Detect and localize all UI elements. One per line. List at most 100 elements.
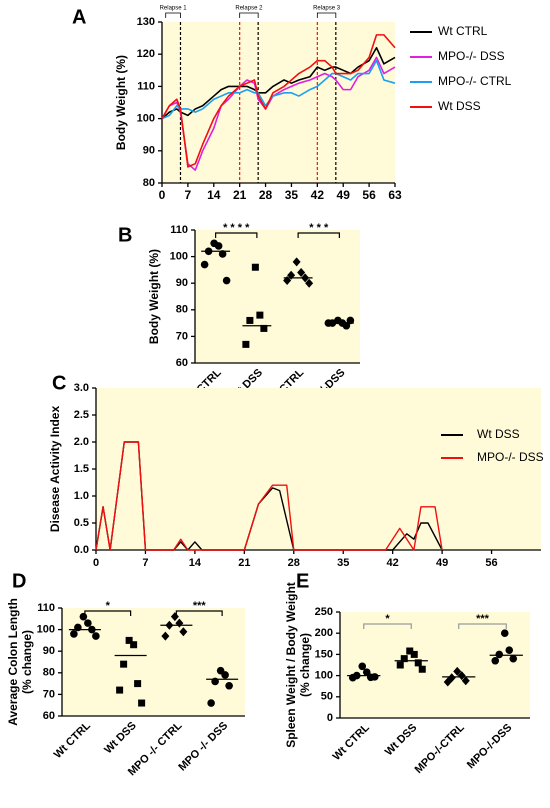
legend-label: MPO-/- DSS	[477, 450, 544, 464]
y-tick-label: 200	[315, 627, 333, 639]
x-tick-label: Wt DSS	[383, 722, 420, 759]
series-line	[95, 441, 443, 551]
y-tick-label: 2.5	[74, 409, 89, 421]
data-point	[138, 699, 146, 707]
x-tick-label: 21	[233, 188, 247, 202]
data-point	[406, 647, 414, 655]
x-tick-label: 42	[311, 188, 325, 202]
data-point	[400, 655, 408, 663]
x-tick-label: 0	[93, 557, 99, 569]
y-axis-label: Average Colon Length	[6, 598, 20, 726]
legend-label: Wt CTRL	[438, 24, 488, 38]
y-tick-label: 80	[143, 177, 155, 189]
data-point	[221, 671, 229, 679]
panel-letter: A	[72, 6, 86, 28]
x-tick-label: 42	[387, 557, 399, 569]
data-point	[134, 680, 142, 688]
data-point	[116, 686, 124, 694]
data-point	[505, 646, 514, 654]
plot-background	[96, 388, 541, 550]
relapse-label: Relapse 3	[313, 6, 341, 12]
relapse-label: Relapse 2	[235, 6, 263, 12]
relapse-bracket	[316, 12, 337, 18]
y-tick-label: 2.0	[74, 436, 89, 448]
significance-bracket	[297, 232, 340, 238]
x-tick-label: MPO -/- DSS	[176, 720, 230, 774]
data-point	[414, 659, 422, 667]
significance-bracket	[458, 623, 507, 629]
data-point	[500, 629, 509, 637]
data-point	[246, 316, 254, 324]
x-tick-label: 35	[285, 188, 299, 202]
plot-background	[340, 612, 530, 718]
data-point	[491, 656, 500, 665]
data-point	[358, 662, 367, 671]
data-point	[130, 641, 138, 649]
data-point	[222, 276, 231, 285]
y-tick-label: 60	[176, 357, 188, 369]
x-tick-label: 21	[238, 557, 250, 569]
data-point	[251, 263, 259, 271]
y-tick-label: 80	[43, 667, 55, 679]
panel-letter: E	[296, 570, 309, 592]
legend-label: Wt DSS	[477, 427, 520, 441]
y-tick-label: 3.0	[74, 382, 89, 394]
y-tick-label: 1.5	[74, 463, 89, 475]
data-point	[256, 311, 264, 319]
significance-label: * * * *	[223, 222, 250, 234]
data-point	[120, 660, 128, 668]
y-tick-label: 1.0	[74, 490, 89, 502]
significance-label: ***	[476, 613, 490, 625]
y-tick-label: 90	[143, 145, 155, 157]
x-tick-label: 28	[259, 188, 273, 202]
y-tick-label: 0	[327, 712, 333, 724]
data-point	[200, 260, 209, 269]
data-point	[297, 268, 306, 278]
x-tick-label: Wt CTRL	[52, 719, 94, 761]
data-point	[225, 681, 233, 690]
y-tick-label: 0.0	[74, 544, 89, 556]
y-axis-label: Disease Activity Index	[48, 406, 62, 533]
y-axis-label: (% change)	[20, 630, 34, 694]
data-point	[443, 677, 452, 687]
plot-background	[195, 230, 360, 363]
data-point	[125, 636, 133, 644]
y-axis-label: Spleen Weight / Body Weight	[284, 582, 298, 748]
y-axis-label: (% change)	[298, 633, 312, 697]
panel-letter: D	[12, 570, 26, 592]
data-point	[346, 316, 355, 325]
x-tick-label: 7	[185, 188, 192, 202]
data-point	[410, 650, 418, 658]
data-point	[79, 612, 88, 621]
y-tick-label: 0.5	[74, 517, 89, 529]
relapse-label: Relapse 1	[160, 6, 188, 12]
y-tick-label: 60	[43, 710, 55, 722]
significance-bracket	[84, 610, 132, 616]
legend-label: Wt DSS	[438, 99, 481, 113]
x-tick-label: 0	[159, 188, 166, 202]
panel-letter: B	[118, 224, 132, 246]
y-tick-label: 80	[176, 304, 188, 316]
y-tick-label: 110	[37, 602, 55, 614]
data-point	[362, 668, 371, 677]
y-tick-label: 70	[43, 688, 55, 700]
y-tick-label: 100	[170, 251, 188, 263]
significance-label: *	[106, 600, 111, 612]
data-point	[84, 619, 92, 627]
x-tick-label: 35	[337, 557, 349, 569]
data-point	[396, 661, 404, 669]
data-point	[214, 242, 223, 250]
x-tick-label: 14	[207, 188, 221, 202]
data-point	[509, 654, 518, 663]
y-tick-label: 50	[321, 691, 333, 703]
y-tick-label: 150	[315, 648, 333, 660]
x-tick-label: Wt DSS	[102, 720, 139, 757]
y-tick-label: 100	[137, 113, 155, 125]
data-point	[457, 671, 466, 681]
y-tick-label: 90	[176, 277, 188, 289]
data-point	[179, 627, 188, 637]
x-tick-label: 49	[337, 188, 351, 202]
data-point	[418, 665, 426, 673]
x-tick-label: 56	[362, 188, 376, 202]
